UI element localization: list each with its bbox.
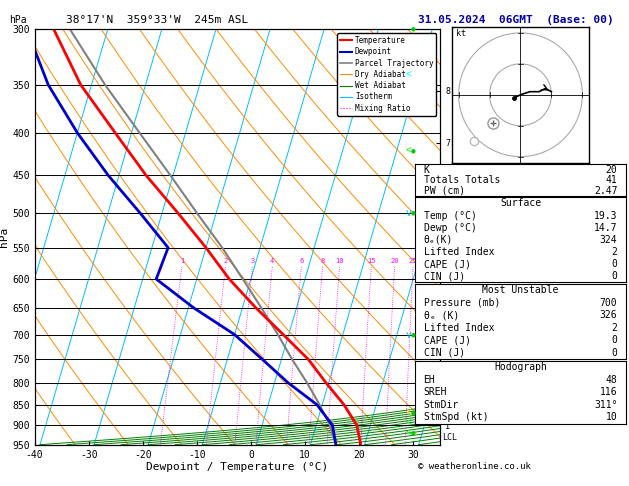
Text: 116: 116 [600,387,618,397]
Text: SREH: SREH [423,387,447,397]
Text: Temp (°C): Temp (°C) [423,210,476,221]
Y-axis label: km
ASL: km ASL [444,227,459,246]
Text: © weatheronline.co.uk: © weatheronline.co.uk [418,462,531,471]
Text: ●: ● [411,332,416,337]
Text: 2: 2 [611,323,618,333]
Text: 2: 2 [223,258,228,264]
Text: EH: EH [423,375,435,384]
Text: 10: 10 [606,413,618,422]
Text: Pressure (mb): Pressure (mb) [423,297,500,308]
Text: StmDir: StmDir [423,400,459,410]
Text: 700: 700 [600,297,618,308]
Text: 4: 4 [270,258,274,264]
Text: <: < [406,145,412,156]
Text: 20: 20 [606,165,618,174]
Text: CAPE (J): CAPE (J) [423,259,470,269]
Text: CAPE (J): CAPE (J) [423,335,470,346]
Text: <: < [406,69,412,79]
Text: 0: 0 [611,335,618,346]
Text: hPa: hPa [9,15,27,25]
Text: 324: 324 [600,235,618,245]
Text: 38°17'N  359°33'W  245m ASL: 38°17'N 359°33'W 245m ASL [66,15,248,25]
Text: 41: 41 [606,175,618,185]
Text: 311°: 311° [594,400,618,410]
Text: 14.7: 14.7 [594,223,618,233]
Text: CIN (J): CIN (J) [423,271,465,281]
Text: 19.3: 19.3 [594,210,618,221]
Text: <: < [406,418,412,428]
Text: ●: ● [411,411,416,416]
Y-axis label: hPa: hPa [0,227,9,247]
Text: θₑ(K): θₑ(K) [423,235,453,245]
Text: ●: ● [411,148,416,153]
Text: ●: ● [411,27,416,32]
Text: 2: 2 [611,247,618,257]
Text: <: < [406,408,412,418]
Text: kt: kt [455,29,465,38]
Legend: Temperature, Dewpoint, Parcel Trajectory, Dry Adiabat, Wet Adiabat, Isotherm, Mi: Temperature, Dewpoint, Parcel Trajectory… [337,33,437,116]
Text: ●: ● [411,211,416,216]
Text: 326: 326 [600,310,618,320]
Text: 0: 0 [611,259,618,269]
Text: 3: 3 [250,258,255,264]
Text: Most Unstable: Most Unstable [482,285,559,295]
Text: StmSpd (kt): StmSpd (kt) [423,413,488,422]
Text: ●: ● [411,431,416,435]
Text: <: < [406,428,412,438]
Text: Hodograph: Hodograph [494,362,547,372]
Text: 6: 6 [299,258,303,264]
Text: 1: 1 [180,258,184,264]
Text: 2.47: 2.47 [594,186,618,195]
Text: K: K [423,165,430,174]
Text: 31.05.2024  06GMT  (Base: 00): 31.05.2024 06GMT (Base: 00) [418,15,614,25]
Text: θₑ (K): θₑ (K) [423,310,459,320]
Text: 48: 48 [606,375,618,384]
Text: 20: 20 [391,258,399,264]
Text: 0: 0 [611,271,618,281]
Text: Dewp (°C): Dewp (°C) [423,223,476,233]
Text: CIN (J): CIN (J) [423,348,465,358]
Text: 8: 8 [321,258,325,264]
Text: 10: 10 [335,258,344,264]
Text: Surface: Surface [500,198,541,208]
Text: v: v [406,208,412,218]
Text: 0: 0 [611,348,618,358]
Text: 25: 25 [409,258,418,264]
Text: PW (cm): PW (cm) [423,186,465,195]
Text: v: v [406,330,412,340]
Text: Lifted Index: Lifted Index [423,247,494,257]
Text: Totals Totals: Totals Totals [423,175,500,185]
Text: Lifted Index: Lifted Index [423,323,494,333]
Text: LCL: LCL [442,433,457,441]
Text: 15: 15 [367,258,376,264]
X-axis label: Dewpoint / Temperature (°C): Dewpoint / Temperature (°C) [147,462,328,472]
